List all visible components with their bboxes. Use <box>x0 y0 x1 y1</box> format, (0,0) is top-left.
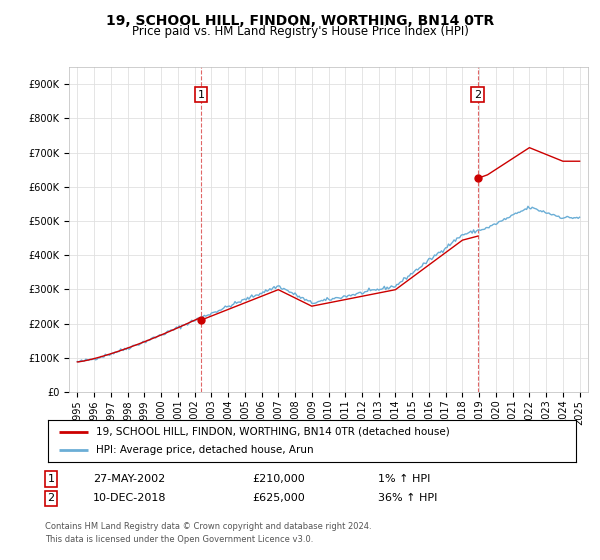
Text: This data is licensed under the Open Government Licence v3.0.: This data is licensed under the Open Gov… <box>45 535 313 544</box>
Text: 36% ↑ HPI: 36% ↑ HPI <box>378 493 437 503</box>
Text: 1: 1 <box>197 90 205 100</box>
Text: Contains HM Land Registry data © Crown copyright and database right 2024.: Contains HM Land Registry data © Crown c… <box>45 522 371 531</box>
Text: 19, SCHOOL HILL, FINDON, WORTHING, BN14 0TR (detached house): 19, SCHOOL HILL, FINDON, WORTHING, BN14 … <box>95 427 449 437</box>
Text: Price paid vs. HM Land Registry's House Price Index (HPI): Price paid vs. HM Land Registry's House … <box>131 25 469 38</box>
Text: 1: 1 <box>47 474 55 484</box>
Text: 19, SCHOOL HILL, FINDON, WORTHING, BN14 0TR: 19, SCHOOL HILL, FINDON, WORTHING, BN14 … <box>106 14 494 28</box>
Text: 10-DEC-2018: 10-DEC-2018 <box>93 493 167 503</box>
Text: 27-MAY-2002: 27-MAY-2002 <box>93 474 165 484</box>
Text: HPI: Average price, detached house, Arun: HPI: Average price, detached house, Arun <box>95 445 313 455</box>
Text: 1% ↑ HPI: 1% ↑ HPI <box>378 474 430 484</box>
Text: £625,000: £625,000 <box>252 493 305 503</box>
Text: 2: 2 <box>474 90 481 100</box>
Text: £210,000: £210,000 <box>252 474 305 484</box>
Text: 2: 2 <box>47 493 55 503</box>
